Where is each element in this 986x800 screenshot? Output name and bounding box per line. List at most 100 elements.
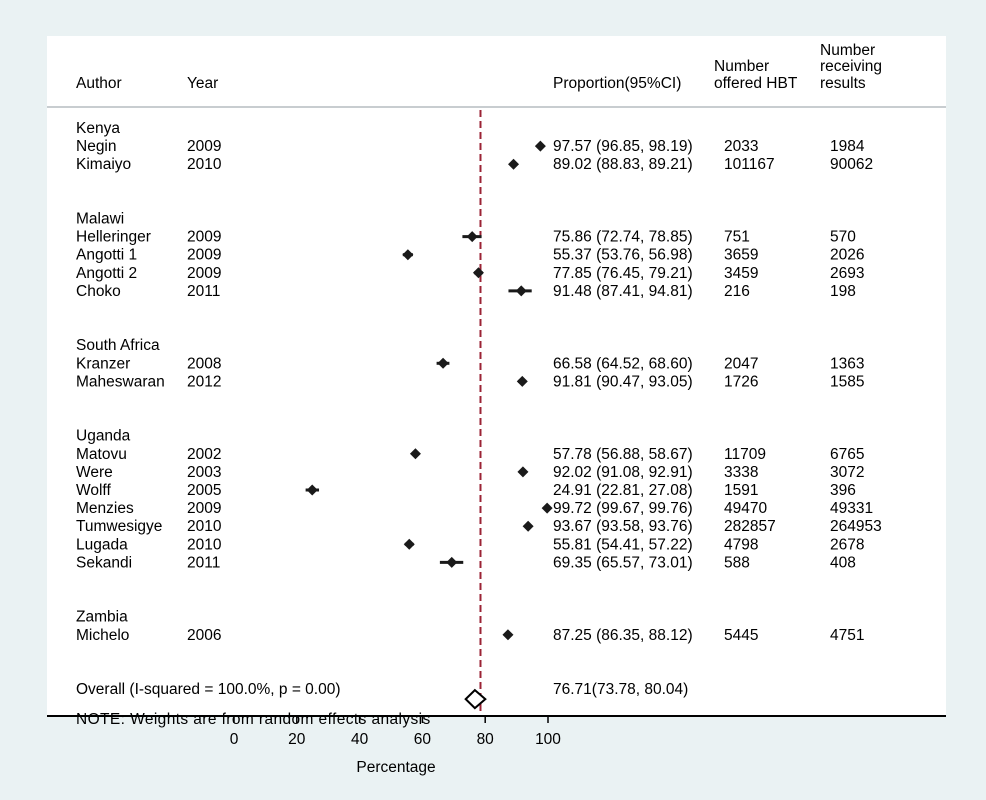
study-author: Helleringer <box>76 229 151 246</box>
study-author: Lugada <box>76 536 128 553</box>
study-receiving: 570 <box>830 229 856 246</box>
study-receiving: 2026 <box>830 247 864 264</box>
study-ci-text: 77.85 (76.45, 79.21) <box>553 265 693 282</box>
point-estimate <box>446 556 458 568</box>
study-author: Menzies <box>76 500 134 517</box>
study-author: Tumwesigye <box>76 518 162 535</box>
point-estimate <box>508 158 520 170</box>
point-estimate <box>502 629 514 641</box>
point-estimate <box>402 249 414 261</box>
study-offered: 5445 <box>724 627 758 644</box>
overall-ci-text: 76.71(73.78, 80.04) <box>553 681 688 698</box>
study-offered: 2033 <box>724 138 758 155</box>
study-ci-text: 91.48 (87.41, 94.81) <box>553 283 693 300</box>
plot-marks <box>305 140 553 710</box>
study-year: 2010 <box>187 536 222 553</box>
study-year: 2009 <box>187 138 221 155</box>
study-year: 2005 <box>187 482 221 499</box>
study-offered: 3338 <box>724 464 758 481</box>
study-author: Wolff <box>76 482 111 499</box>
study-receiving: 1363 <box>830 355 864 372</box>
study-year: 2009 <box>187 247 221 264</box>
study-ci-text: 55.81 (54.41, 57.22) <box>553 536 693 553</box>
overall-diamond <box>464 688 487 710</box>
study-receiving: 3072 <box>830 464 864 481</box>
study-offered: 751 <box>724 229 750 246</box>
study-ci-text: 87.25 (86.35, 88.12) <box>553 627 693 644</box>
study-rows: Author Year Proportion(95%CI)Numberoffered… <box>76 42 882 728</box>
study-ci-text: 91.81 (90.47, 93.05) <box>553 373 693 390</box>
point-estimate <box>472 267 484 279</box>
study-offered: 3459 <box>724 265 758 282</box>
study-offered: 1726 <box>724 373 758 390</box>
x-tick-label: 80 <box>477 731 495 748</box>
study-year: 2010 <box>187 156 222 173</box>
point-estimate <box>534 140 546 152</box>
group-label: South Africa <box>76 337 160 354</box>
group-label: Malawi <box>76 211 124 228</box>
header-proportion: Proportion(95%CI) <box>553 75 681 92</box>
study-author: Angotti 2 <box>76 265 137 282</box>
study-offered: 11709 <box>724 446 766 463</box>
study-offered: 3659 <box>724 247 758 264</box>
study-author: Sekandi <box>76 554 132 571</box>
point-estimate <box>466 231 478 243</box>
study-ci-text: 57.78 (56.88, 58.67) <box>553 446 693 463</box>
study-receiving: 396 <box>830 482 856 499</box>
study-year: 2012 <box>187 373 221 390</box>
note-text: NOTE: Weights are from random effects an… <box>76 711 431 728</box>
study-author: Kranzer <box>76 355 130 372</box>
study-offered: 101167 <box>724 156 775 173</box>
study-year: 2009 <box>187 229 221 246</box>
study-offered: 4798 <box>724 536 758 553</box>
point-estimate <box>516 375 528 387</box>
x-tick-label: 60 <box>414 731 432 748</box>
study-year: 2011 <box>187 283 220 300</box>
header-receiving-line3: results <box>820 75 866 92</box>
x-tick-label: 100 <box>535 731 561 748</box>
study-offered: 588 <box>724 554 750 571</box>
study-offered: 2047 <box>724 355 758 372</box>
study-year: 2010 <box>187 518 222 535</box>
x-axis: 0 20 40 60 80 100 Percentage <box>47 715 946 776</box>
study-ci-text: 55.37 (53.76, 56.98) <box>553 247 693 264</box>
point-estimate <box>515 285 527 297</box>
study-year: 2011 <box>187 554 220 571</box>
study-receiving: 408 <box>830 554 856 571</box>
study-receiving: 2678 <box>830 536 864 553</box>
study-ci-text: 97.57 (96.85, 98.19) <box>553 138 693 155</box>
study-receiving: 2693 <box>830 265 864 282</box>
group-label: Kenya <box>76 120 120 137</box>
study-ci-text: 66.58 (64.52, 68.60) <box>553 355 693 372</box>
study-author: Negin <box>76 138 117 155</box>
point-estimate <box>541 502 553 514</box>
study-year: 2008 <box>187 355 221 372</box>
plot-panel <box>47 36 946 716</box>
study-year: 2003 <box>187 464 221 481</box>
study-author: Michelo <box>76 627 129 644</box>
study-ci-text: 99.72 (99.67, 99.76) <box>553 500 693 517</box>
study-receiving: 1984 <box>830 138 865 155</box>
study-ci-text: 24.91 (22.81, 27.08) <box>553 482 693 499</box>
study-offered: 282857 <box>724 518 776 535</box>
group-label: Zambia <box>76 609 128 626</box>
study-ci-text: 69.35 (65.57, 73.01) <box>553 554 693 571</box>
point-estimate <box>522 520 534 532</box>
study-receiving: 90062 <box>830 156 873 173</box>
header-receiving-line1: Number <box>820 42 875 59</box>
study-offered: 1591 <box>724 482 758 499</box>
study-receiving: 49331 <box>830 500 873 517</box>
study-ci-text: 92.02 (91.08, 92.91) <box>553 464 693 481</box>
study-author: Were <box>76 464 113 481</box>
x-axis-label: Percentage <box>356 759 435 776</box>
point-estimate <box>306 484 318 496</box>
study-receiving: 4751 <box>830 627 864 644</box>
study-year: 2009 <box>187 265 221 282</box>
x-tick-label: 20 <box>288 731 306 748</box>
study-ci-text: 89.02 (88.83, 89.21) <box>553 156 693 173</box>
point-estimate <box>437 357 449 369</box>
study-offered: 216 <box>724 283 750 300</box>
point-estimate <box>517 466 529 478</box>
study-offered: 49470 <box>724 500 767 517</box>
